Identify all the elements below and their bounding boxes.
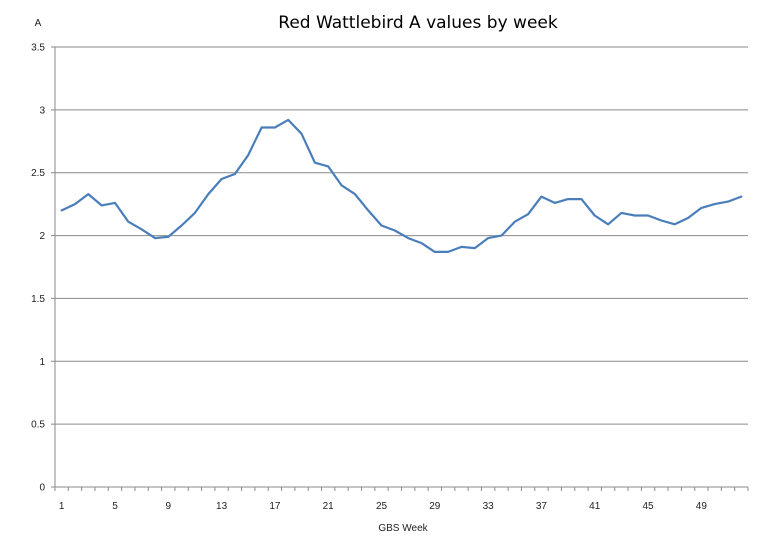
x-tick-label: 13 <box>216 501 228 512</box>
x-tick-label: 5 <box>112 501 118 512</box>
series-line <box>60 118 743 253</box>
x-tick-label: 41 <box>589 501 601 512</box>
x-tick-label: 33 <box>483 501 495 512</box>
x-tick-label: 17 <box>269 501 281 512</box>
y-tick-label: 0.5 <box>31 420 45 431</box>
x-tick-label: 37 <box>536 501 548 512</box>
x-tick-labels: 1 5 9 13 17 21 25 29 33 37 41 45 49 <box>54 487 749 512</box>
y-tick-label: 0 <box>39 483 45 494</box>
y-tick-label: 2.5 <box>31 168 45 179</box>
y-tick-label: 3 <box>39 105 45 116</box>
y-tick-label: 3.5 <box>31 43 45 54</box>
x-tick-label: 45 <box>642 501 654 512</box>
chart-title: Red Wattlebird A values by week <box>278 13 558 33</box>
y-tick-label: 1.5 <box>31 294 45 305</box>
x-tick-label: 1 <box>59 501 65 512</box>
y-tick-label: 1 <box>39 357 45 368</box>
gridlines <box>55 46 748 425</box>
x-tick-label: 9 <box>165 501 171 512</box>
y-axis-label: A <box>35 18 42 29</box>
x-tick-label: 49 <box>696 501 708 512</box>
x-tick-label: 29 <box>429 501 441 512</box>
y-tick-label: 2 <box>39 231 45 242</box>
x-tick-label: 25 <box>376 501 388 512</box>
x-tick-label: 21 <box>323 501 335 512</box>
y-tick-labels: 0 0.5 1 1.5 2 2.5 3 3.5 <box>31 43 55 494</box>
x-axis-label: GBS Week <box>378 523 428 534</box>
series-group <box>60 118 743 253</box>
